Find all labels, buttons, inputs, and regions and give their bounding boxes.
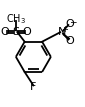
Text: O: O xyxy=(22,27,31,37)
Text: −: − xyxy=(69,17,76,26)
Text: +: + xyxy=(61,25,68,34)
Text: F: F xyxy=(30,82,37,92)
Text: CH$_3$: CH$_3$ xyxy=(6,12,26,26)
Text: N: N xyxy=(57,27,66,37)
Text: O: O xyxy=(66,19,74,29)
Text: O: O xyxy=(1,27,9,37)
Text: S: S xyxy=(12,27,19,37)
Text: O: O xyxy=(66,36,74,46)
